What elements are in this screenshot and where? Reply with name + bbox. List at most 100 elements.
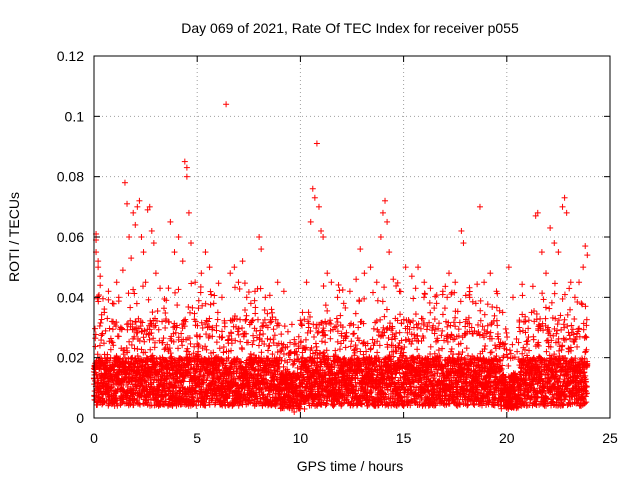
data-point <box>106 325 113 332</box>
grid-lines <box>94 56 610 418</box>
data-point <box>322 302 329 309</box>
data-point <box>265 347 272 354</box>
data-point <box>162 324 169 331</box>
data-point <box>107 346 114 353</box>
data-point <box>257 285 264 292</box>
data-point <box>175 345 182 352</box>
data-point <box>150 323 157 330</box>
data-point <box>252 310 259 317</box>
data-point <box>184 348 191 355</box>
data-point <box>129 321 136 328</box>
data-point <box>397 311 404 318</box>
data-point <box>427 343 434 350</box>
data-point <box>167 350 174 357</box>
data-point <box>211 292 218 299</box>
data-point <box>305 309 312 316</box>
data-point <box>165 285 172 292</box>
data-point <box>174 302 181 309</box>
data-point <box>245 289 252 296</box>
data-point <box>318 338 325 345</box>
data-point <box>207 301 214 308</box>
data-point <box>197 289 204 296</box>
data-point <box>104 315 111 322</box>
data-point <box>150 354 157 361</box>
data-point <box>474 281 481 288</box>
data-point <box>421 291 428 298</box>
data-point <box>208 291 215 298</box>
data-point <box>487 329 494 336</box>
chart-title: Day 069 of 2021, Rate Of TEC Index for r… <box>181 20 519 36</box>
data-point <box>489 304 496 311</box>
data-point <box>138 346 145 353</box>
data-point <box>130 326 137 333</box>
data-point <box>139 283 146 290</box>
data-point <box>388 336 395 343</box>
data-point <box>187 340 194 347</box>
data-point <box>115 356 122 363</box>
data-point <box>148 320 155 327</box>
data-point <box>379 298 386 305</box>
data-point <box>369 289 376 296</box>
data-point <box>133 300 140 307</box>
data-point <box>261 307 268 314</box>
data-point <box>420 294 427 301</box>
data-point <box>496 307 503 314</box>
data-point <box>161 305 168 312</box>
data-point <box>154 308 161 315</box>
data-point <box>352 310 359 317</box>
data-point <box>441 305 448 312</box>
data-point <box>396 329 403 336</box>
data-point <box>110 367 117 374</box>
data-point <box>252 304 259 311</box>
data-point <box>484 322 491 329</box>
data-point <box>377 316 384 323</box>
data-point <box>213 339 220 346</box>
data-point <box>410 295 417 302</box>
data-point <box>284 328 291 335</box>
data-point <box>95 298 102 305</box>
data-point <box>310 333 317 340</box>
data-point <box>435 347 442 354</box>
data-point <box>115 333 122 340</box>
data-point <box>242 317 249 324</box>
data-point <box>137 323 144 330</box>
data-point <box>342 344 349 351</box>
data-point <box>237 338 244 345</box>
data-point <box>492 342 499 349</box>
data-point <box>332 347 339 354</box>
data-point <box>162 309 169 316</box>
data-point <box>149 309 156 316</box>
data-point <box>141 327 148 334</box>
data-point <box>364 402 371 409</box>
data-point <box>113 388 120 395</box>
data-point <box>383 306 390 313</box>
data-point <box>134 352 141 359</box>
data-point <box>488 349 495 356</box>
data-point <box>113 319 120 326</box>
data-point <box>370 325 377 332</box>
data-point <box>139 319 146 326</box>
data-point <box>118 325 125 332</box>
data-point <box>126 338 133 345</box>
data-point <box>195 297 202 304</box>
data-point <box>254 316 261 323</box>
data-point <box>500 353 507 360</box>
data-point <box>215 280 222 287</box>
data-point <box>185 303 192 310</box>
data-point <box>336 346 343 353</box>
data-point <box>159 318 166 325</box>
data-point <box>457 298 464 305</box>
data-point <box>108 338 115 345</box>
data-point <box>239 325 246 332</box>
data-point <box>357 348 364 355</box>
data-point <box>297 317 304 324</box>
data-point <box>166 345 173 352</box>
data-point <box>347 343 354 350</box>
data-point <box>134 345 141 352</box>
data-point <box>156 354 163 361</box>
data-point <box>444 323 451 330</box>
data-point <box>124 349 131 356</box>
data-point <box>107 335 114 342</box>
data-point <box>136 337 143 344</box>
data-point <box>92 335 99 342</box>
